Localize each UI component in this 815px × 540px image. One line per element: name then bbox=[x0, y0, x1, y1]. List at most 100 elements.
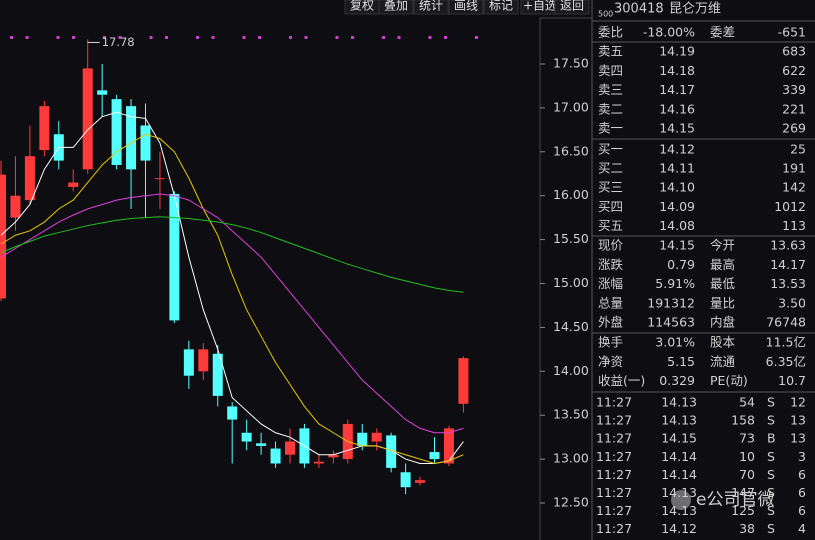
trade-count: 6 bbox=[798, 503, 806, 518]
y-tick-label: 15.50 bbox=[553, 231, 589, 246]
candle-body bbox=[270, 448, 281, 464]
value: 0.79 bbox=[667, 257, 695, 272]
toolbar-button[interactable] bbox=[483, 0, 519, 15]
trade-side: S bbox=[767, 395, 775, 410]
candle-body bbox=[169, 193, 180, 321]
toolbar-label[interactable]: 返回 bbox=[560, 0, 584, 13]
marker-dot bbox=[351, 36, 354, 39]
moving-average bbox=[0, 216, 464, 293]
y-tick-label: 14.00 bbox=[553, 363, 589, 378]
value: 6.35亿 bbox=[766, 354, 806, 369]
y-tick-label: 16.50 bbox=[553, 143, 589, 158]
trade-side: S bbox=[767, 467, 775, 482]
candle-body bbox=[285, 441, 295, 455]
trade-side: S bbox=[767, 503, 775, 518]
toolbar-label[interactable]: 复权 bbox=[350, 0, 374, 13]
trade-time: 11:27 bbox=[596, 503, 632, 518]
toolbar-label[interactable]: 叠加 bbox=[384, 0, 408, 13]
trade-volume: 70 bbox=[739, 467, 755, 482]
value: 5.91% bbox=[655, 276, 695, 291]
marker-dot bbox=[242, 36, 246, 39]
label: 最低 bbox=[710, 276, 736, 291]
candle-body bbox=[371, 432, 382, 442]
bid-label: 买四 bbox=[598, 199, 623, 214]
ask-label: 卖五 bbox=[598, 44, 623, 59]
stock-name: 昆仑万维 bbox=[669, 2, 721, 17]
ask-price: 14.17 bbox=[659, 82, 695, 97]
bid-label: 买一 bbox=[598, 142, 623, 157]
value: 13.63 bbox=[770, 238, 806, 253]
candle-body bbox=[68, 182, 79, 187]
candle-body bbox=[328, 454, 339, 458]
trade-price: 14.14 bbox=[661, 449, 697, 464]
marker-dot bbox=[335, 36, 339, 39]
y-tick-label: 13.00 bbox=[553, 451, 589, 466]
label: 内盘 bbox=[710, 315, 735, 330]
trade-volume: 125 bbox=[731, 503, 755, 518]
bid-price: 14.12 bbox=[659, 142, 695, 157]
bid-price: 14.11 bbox=[659, 161, 695, 176]
badge: 500 bbox=[598, 10, 613, 19]
wechat-icon bbox=[671, 490, 691, 510]
trade-price: 14.12 bbox=[661, 521, 697, 536]
marker-dot bbox=[118, 36, 122, 39]
marker-dot bbox=[196, 36, 199, 39]
trade-count: 13 bbox=[790, 431, 806, 446]
ask-price: 14.18 bbox=[659, 63, 695, 78]
trade-count: 12 bbox=[790, 395, 806, 410]
trade-side: S bbox=[767, 449, 775, 464]
candle-body bbox=[256, 443, 267, 446]
label: 委差 bbox=[710, 25, 735, 40]
ask-volume: 269 bbox=[782, 121, 806, 136]
marker-dot bbox=[382, 36, 385, 39]
trade-side: S bbox=[767, 485, 775, 500]
value: 3.01% bbox=[655, 335, 695, 350]
toolbar-label[interactable]: 统计 bbox=[419, 0, 443, 13]
candle-body bbox=[10, 195, 21, 218]
moving-average bbox=[0, 193, 464, 434]
trade-count: 6 bbox=[798, 485, 806, 500]
trade-price: 14.13 bbox=[661, 395, 697, 410]
toolbar-label[interactable]: 标记 bbox=[489, 0, 513, 13]
marker-dot bbox=[211, 36, 215, 39]
marker-dot bbox=[428, 36, 432, 39]
marker-dot bbox=[103, 36, 106, 39]
toolbar-label[interactable]: 画线 bbox=[454, 0, 478, 13]
candle-body bbox=[111, 99, 122, 165]
trade-side: S bbox=[767, 521, 775, 536]
ask-price: 14.16 bbox=[659, 101, 695, 116]
candle-body bbox=[24, 156, 35, 201]
value: 5.15 bbox=[667, 354, 695, 369]
toolbar-button[interactable] bbox=[448, 0, 484, 15]
marker-dot bbox=[397, 36, 401, 39]
stock-code: 300418 bbox=[614, 2, 664, 17]
toolbar-label[interactable]: +自选 bbox=[523, 0, 557, 13]
y-tick-label: 16.00 bbox=[553, 187, 589, 202]
label: 股本 bbox=[710, 335, 736, 350]
ask-volume: 339 bbox=[782, 82, 806, 97]
candle-body bbox=[241, 432, 252, 442]
value: 3.50 bbox=[778, 295, 806, 310]
marker-dot bbox=[149, 36, 153, 39]
candle-body bbox=[39, 106, 50, 151]
toolbar-button[interactable] bbox=[378, 0, 414, 15]
toolbar-button[interactable] bbox=[413, 0, 449, 15]
marker-dot bbox=[72, 36, 75, 39]
bid-price: 14.10 bbox=[659, 180, 695, 195]
value: 13.53 bbox=[770, 276, 806, 291]
trade-time: 11:27 bbox=[596, 431, 632, 446]
value: 76748 bbox=[766, 315, 806, 330]
trade-count: 6 bbox=[798, 467, 806, 482]
candle-body bbox=[227, 406, 238, 420]
toolbar-button[interactable] bbox=[554, 0, 590, 15]
ask-label: 卖二 bbox=[598, 101, 623, 116]
trade-side: B bbox=[767, 431, 776, 446]
trade-volume: 10 bbox=[739, 449, 755, 464]
trade-count: 13 bbox=[790, 413, 806, 428]
value: 11.5亿 bbox=[766, 335, 806, 350]
candle-body bbox=[126, 106, 137, 170]
candle-body bbox=[313, 461, 324, 464]
label: 收益(一) bbox=[598, 373, 645, 388]
ask-volume: 622 bbox=[782, 63, 806, 78]
candle-body bbox=[458, 358, 469, 404]
